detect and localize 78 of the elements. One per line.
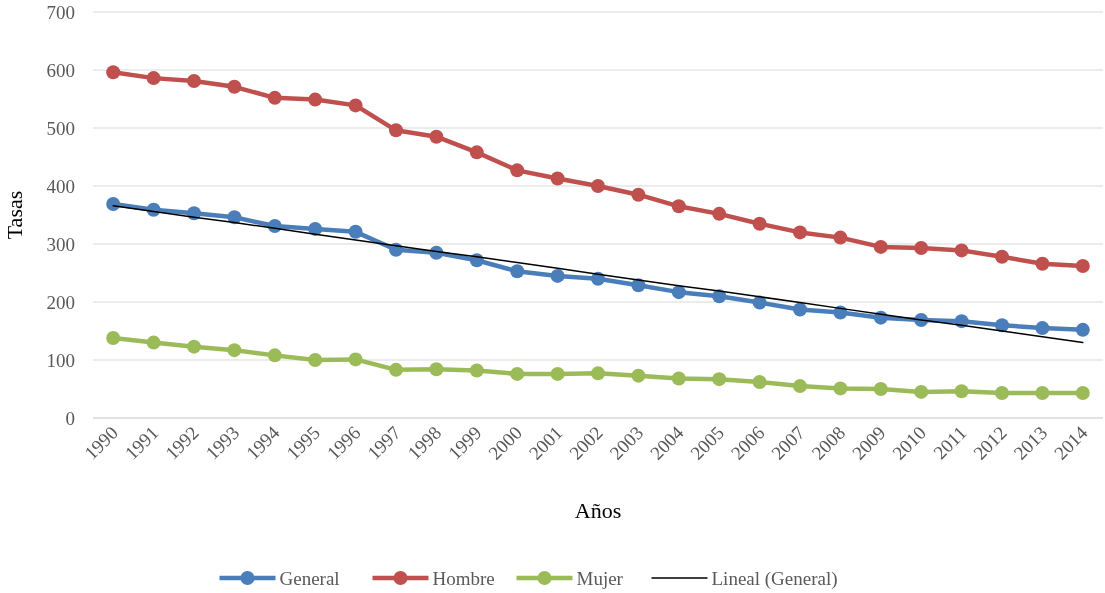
point — [631, 368, 646, 383]
point — [671, 199, 686, 214]
point — [308, 221, 323, 236]
point — [1035, 256, 1050, 271]
point — [914, 241, 929, 256]
point — [348, 352, 363, 367]
point — [591, 366, 605, 381]
point — [308, 353, 323, 367]
x-tick-label: 2011 — [929, 421, 971, 464]
point — [712, 372, 727, 387]
point — [510, 264, 525, 279]
point — [227, 343, 242, 358]
point — [712, 289, 727, 304]
point — [510, 366, 525, 381]
point — [469, 363, 484, 378]
point — [389, 123, 403, 138]
y-tick-label: 300 — [46, 233, 75, 255]
point — [429, 129, 444, 144]
legend-label: Hombre — [432, 567, 495, 589]
point — [1035, 321, 1050, 336]
y-axis-title: Tasas — [2, 190, 27, 240]
x-tick-label: 1991 — [120, 421, 163, 464]
y-tick-label: 500 — [46, 117, 75, 139]
point — [752, 216, 767, 231]
point — [510, 163, 525, 178]
y-tick-label: 600 — [46, 59, 75, 81]
point — [1075, 259, 1090, 274]
legend-label: Lineal (General) — [711, 567, 838, 590]
point — [348, 224, 363, 239]
legend-label: General — [279, 567, 340, 589]
point — [550, 268, 565, 283]
point — [106, 330, 121, 345]
point — [429, 362, 444, 377]
point — [671, 285, 686, 300]
point — [308, 92, 323, 107]
point — [146, 335, 161, 350]
point — [995, 318, 1009, 333]
point — [712, 206, 727, 221]
point — [995, 249, 1009, 264]
point — [550, 171, 565, 186]
point — [106, 65, 121, 80]
y-tick-label: 700 — [46, 1, 75, 23]
point — [348, 98, 363, 113]
point — [550, 366, 565, 381]
point — [793, 302, 807, 317]
point — [995, 386, 1009, 401]
point — [954, 384, 969, 399]
point — [1075, 386, 1090, 401]
point — [833, 230, 848, 245]
point — [752, 375, 767, 390]
point — [469, 145, 484, 160]
point — [267, 348, 282, 363]
point — [793, 379, 807, 394]
point — [671, 371, 686, 386]
point — [187, 339, 201, 354]
point — [954, 243, 969, 258]
point — [1035, 386, 1050, 401]
point — [227, 79, 242, 94]
legend-label: Mujer — [576, 567, 624, 589]
point — [106, 196, 121, 211]
y-tick-label: 200 — [46, 291, 75, 313]
x-tick-label: 2001 — [524, 421, 567, 464]
point — [389, 362, 403, 377]
y-tick-label: 100 — [46, 349, 75, 371]
point — [873, 382, 888, 396]
y-tick-label: 400 — [46, 175, 75, 197]
point — [187, 74, 201, 89]
point — [631, 187, 646, 202]
point — [833, 381, 848, 396]
point — [793, 225, 807, 240]
point — [873, 239, 888, 254]
point — [914, 384, 929, 399]
x-axis-title: Años — [574, 498, 622, 523]
point — [146, 71, 161, 86]
y-tick-label: 0 — [65, 407, 75, 429]
point — [591, 179, 605, 193]
point — [1075, 322, 1090, 337]
point — [267, 90, 282, 105]
